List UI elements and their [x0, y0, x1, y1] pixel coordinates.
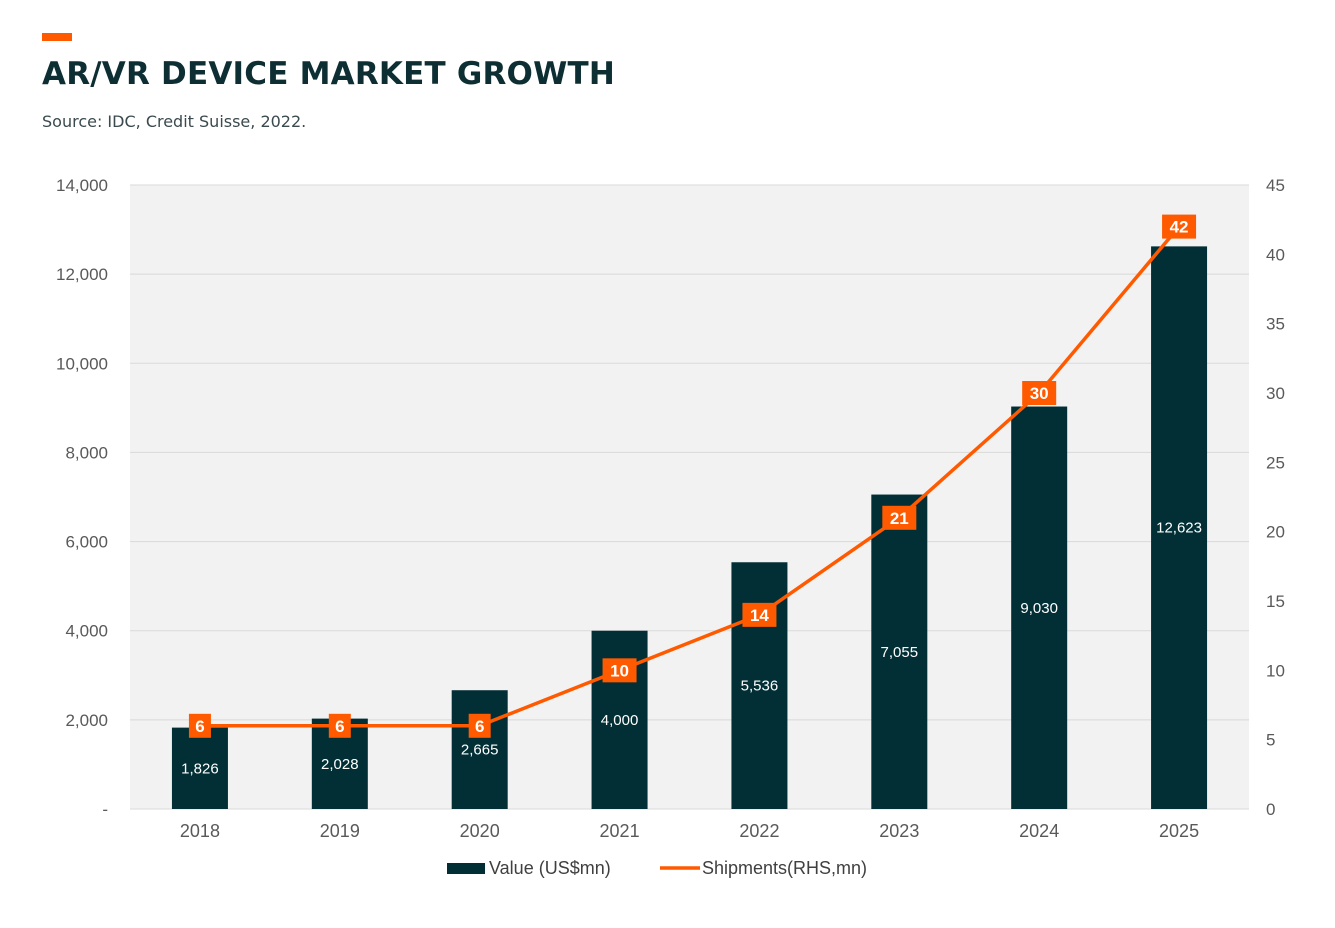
line-label-box — [328, 713, 351, 738]
bar-value-label: 12,623 — [1156, 520, 1202, 537]
bar — [871, 494, 928, 809]
bar-value-label: 1,826 — [181, 760, 219, 777]
line-label-box — [602, 658, 637, 683]
x-tick-label: 2022 — [739, 821, 779, 841]
bar-value-label: 5,536 — [741, 678, 779, 695]
line-value-label: 6 — [475, 717, 484, 736]
y-right-tick-label: 25 — [1266, 453, 1285, 472]
accent-bar — [42, 33, 72, 41]
y-right-tick-label: 5 — [1266, 731, 1275, 750]
legend-bar-swatch — [447, 863, 485, 874]
y-left-tick-label: 8,000 — [65, 443, 108, 462]
y-right-tick-label: 15 — [1266, 592, 1285, 611]
line-value-label: 14 — [750, 606, 769, 625]
shipments-line — [199, 225, 1181, 728]
y-axis-left: - 2,000 4,000 6,000 8,000 10,000 12,000 14,000 — [56, 176, 108, 819]
x-tick-label: 2020 — [460, 821, 500, 841]
line-value-label: 42 — [1170, 218, 1189, 237]
bar-value-label: 9,030 — [1020, 600, 1058, 617]
y-right-tick-label: 10 — [1266, 661, 1285, 680]
y-right-tick-label: 45 — [1266, 176, 1285, 195]
y-right-tick-label: 40 — [1266, 245, 1285, 264]
plot-area — [130, 185, 1249, 809]
y-left-tick-label: 2,000 — [65, 711, 108, 730]
bar — [171, 727, 228, 809]
x-tick-label: 2024 — [1019, 821, 1059, 841]
x-tick-label: 2019 — [320, 821, 360, 841]
y-axis-right: 0 5 10 15 20 25 30 35 40 45 — [1266, 176, 1285, 819]
line-value-label: 21 — [890, 509, 909, 528]
x-tick-label: 2025 — [1159, 821, 1199, 841]
x-tick-label: 2023 — [879, 821, 919, 841]
y-right-tick-label: 30 — [1266, 384, 1285, 403]
y-left-tick-label: - — [102, 800, 108, 819]
bar-value-label: 4,000 — [601, 712, 639, 729]
line-value-label: 30 — [1030, 384, 1049, 403]
legend-line-label: Shipments(RHS,mn) — [702, 858, 867, 878]
y-left-tick-label: 10,000 — [56, 354, 108, 373]
chart-subtitle: Source: IDC, Credit Suisse, 2022. — [42, 112, 307, 131]
x-tick-label: 2018 — [180, 821, 220, 841]
bar-data-labels: 1,826 2,028 2,665 4,000 5,536 7,055 9,030 12,62… — [181, 520, 1202, 778]
x-axis: 2018 2019 2020 2021 2022 2023 2024 2025 — [180, 821, 1199, 841]
y-left-tick-label: 4,000 — [65, 622, 108, 641]
line-label-box — [1162, 214, 1197, 239]
line-value-label: 6 — [335, 717, 344, 736]
y-left-tick-label: 12,000 — [56, 265, 108, 284]
bar — [1151, 246, 1208, 809]
y-right-tick-label: 0 — [1266, 800, 1275, 819]
line-value-label: 10 — [610, 661, 629, 680]
line-series — [199, 225, 1181, 728]
line-label-box — [188, 713, 211, 738]
line-label-box — [882, 505, 917, 530]
bar-value-label: 2,665 — [461, 742, 499, 759]
line-value-label: 6 — [195, 717, 204, 736]
line-label-box — [468, 713, 491, 738]
y-left-tick-label: 14,000 — [56, 176, 108, 195]
y-right-tick-label: 20 — [1266, 523, 1285, 542]
line-label-box — [1022, 381, 1057, 405]
bar-value-label: 2,028 — [321, 756, 359, 773]
chart-title: AR/VR DEVICE MARKET GROWTH — [42, 56, 615, 92]
line-label-box — [742, 602, 777, 627]
bar — [1011, 406, 1068, 809]
legend: Value (US$mn) Shipments(RHS,mn) — [447, 858, 867, 878]
bar — [451, 690, 508, 809]
legend-bar-label: Value (US$mn) — [489, 858, 611, 878]
y-right-tick-label: 35 — [1266, 315, 1285, 334]
line-data-labels: 6 6 6 10 14 21 30 42 — [188, 214, 1197, 738]
x-tick-label: 2021 — [600, 821, 640, 841]
y-left-tick-label: 6,000 — [65, 533, 108, 552]
bar-value-label: 7,055 — [881, 644, 919, 661]
